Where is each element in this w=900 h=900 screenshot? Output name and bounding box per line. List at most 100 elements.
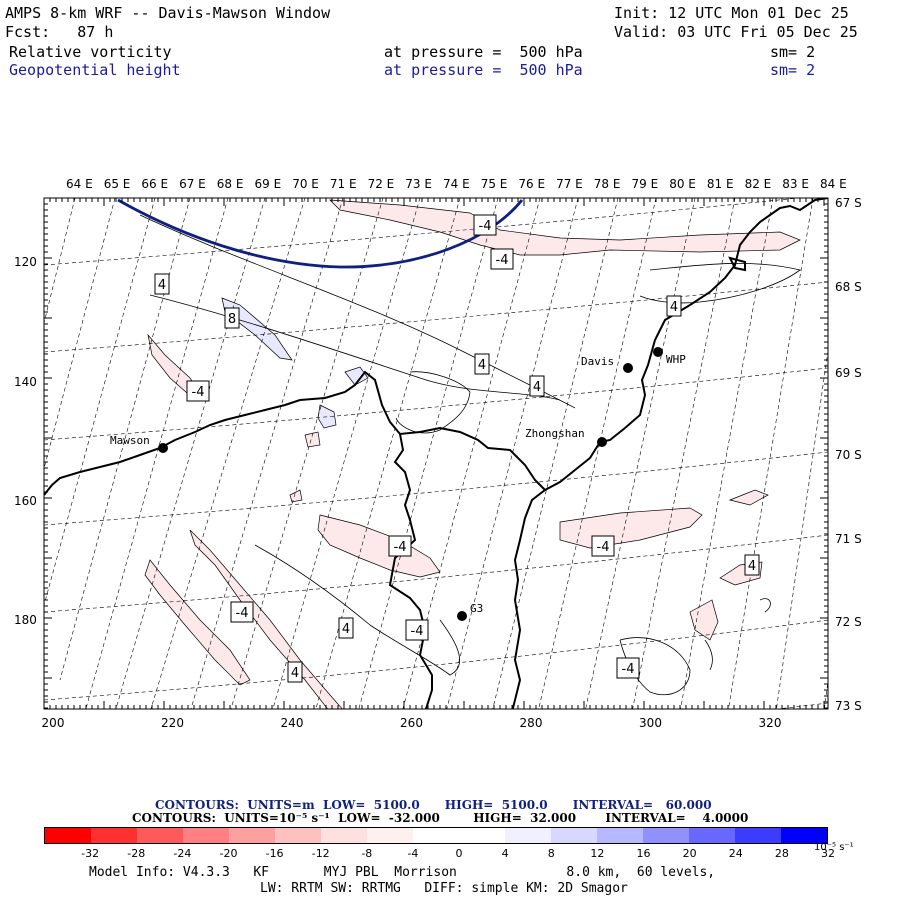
colorbar-swatch	[413, 828, 459, 843]
longitude-label: 77 E	[556, 177, 583, 191]
contour-label: 4	[287, 661, 303, 683]
x-tick-label: 220	[161, 716, 184, 730]
longitude-label: 80 E	[669, 177, 696, 191]
g3-station-dot	[457, 611, 467, 621]
colorbar-label: 28	[774, 847, 789, 860]
colorbar	[44, 827, 828, 844]
svg-text:4: 4	[478, 358, 486, 373]
longitude-label: 64 E	[66, 177, 93, 191]
vorticity-shading	[144, 199, 801, 709]
x-tick-label: 320	[759, 716, 782, 730]
colorbar-swatch	[689, 828, 735, 843]
svg-text:-4: -4	[479, 219, 492, 234]
svg-text:4: 4	[158, 278, 166, 293]
longitude-label: 73 E	[405, 177, 432, 191]
colorbar-label: -28	[127, 847, 146, 860]
latitude-label: 70 S	[835, 448, 862, 462]
longitude-label: 70 E	[292, 177, 319, 191]
field2-level: at pressure = 500 hPa	[384, 61, 583, 79]
latitude-label: 71 S	[835, 532, 862, 546]
field2-name: Geopotential height	[9, 61, 181, 79]
svg-text:-4: -4	[411, 624, 424, 639]
colorbar-label: 4	[501, 847, 509, 860]
field2-smoothing: sm= 2	[770, 61, 816, 79]
colorbar-label: -8	[361, 847, 373, 860]
longitude-label: 68 E	[217, 177, 244, 191]
longitude-label: 67 E	[179, 177, 206, 191]
colorbar-swatch	[597, 828, 643, 843]
graticule	[44, 198, 828, 709]
longitude-label: 76 E	[518, 177, 545, 191]
longitude-label: 78 E	[594, 177, 621, 191]
colorbar-swatch	[183, 828, 229, 843]
field1-name: Relative vorticity	[9, 43, 172, 61]
valid-time: Valid: 03 UTC Fri 05 Dec 25	[614, 23, 858, 41]
colorbar-swatch	[643, 828, 689, 843]
colorbar-label: -32	[81, 847, 100, 860]
coastline	[44, 198, 828, 709]
latitude-label: 73 S	[835, 699, 862, 713]
colorbar-swatch	[229, 828, 275, 843]
colorbar-swatch	[91, 828, 137, 843]
map-frame	[43, 197, 829, 710]
longitude-label: 82 E	[745, 177, 772, 191]
longitude-label: 74 E	[443, 177, 470, 191]
contour-label-boxes: -4 -4 4 8 -4 4 4 4 -4 -4 -4 4 4 -4 4 -4	[154, 214, 760, 683]
svg-text:-4: -4	[192, 385, 205, 400]
vorticity-contour-info: CONTOURS: UNITS=10⁻⁵ s⁻¹ LOW= -32.000 HI…	[132, 811, 749, 825]
svg-text:-4: -4	[236, 606, 249, 621]
colorbar-swatch	[275, 828, 321, 843]
station-label: Zhongshan	[525, 427, 585, 440]
colorbar-swatch	[137, 828, 183, 843]
colorbar-label: -4	[407, 847, 419, 860]
y-tick-label: 180	[14, 613, 37, 627]
contour-label: -4	[591, 535, 615, 557]
x-tick-label: 260	[400, 716, 423, 730]
longitude-label: 69 E	[255, 177, 282, 191]
x-tick-label: 240	[281, 716, 304, 730]
colorbar-swatch	[321, 828, 367, 843]
field1-level: at pressure = 500 hPa	[384, 43, 583, 61]
latitude-label: 72 S	[835, 615, 862, 629]
svg-text:4: 4	[533, 380, 541, 395]
latitude-label: 67 S	[835, 196, 862, 210]
latitude-label: 69 S	[835, 366, 862, 380]
colorbar-swatch	[551, 828, 597, 843]
longitude-label: 84 E	[820, 177, 847, 191]
contour-label: 4	[744, 554, 760, 576]
x-tick-label: 300	[639, 716, 662, 730]
zhongshan-station-dot	[597, 437, 607, 447]
x-tick-label: 200	[42, 716, 65, 730]
svg-text:4: 4	[748, 559, 756, 574]
y-tick-label: 160	[14, 494, 37, 508]
longitude-label: 81 E	[707, 177, 734, 191]
longitude-label: 83 E	[782, 177, 809, 191]
longitude-label: 71 E	[330, 177, 357, 191]
colorbar-label: 20	[682, 847, 697, 860]
contour-label: -4	[473, 214, 497, 236]
latitude-label: 68 S	[835, 280, 862, 294]
svg-text:-4: -4	[622, 662, 635, 677]
vorticity-contours	[139, 214, 801, 696]
contour-label: -4	[490, 248, 514, 270]
colorbar-unit: 10⁻⁵ s⁻¹	[814, 842, 854, 853]
colorbar-label: -24	[173, 847, 192, 860]
svg-text:8: 8	[228, 312, 236, 327]
mawson-station-dot	[158, 443, 168, 453]
colorbar-label: 16	[636, 847, 651, 860]
colorbar-swatch	[459, 828, 505, 843]
davis-station-dot	[623, 363, 633, 373]
forecast-hour: Fcst: 87 h	[5, 23, 114, 41]
contour-label: -4	[230, 601, 254, 623]
model-info: Model Info: V4.3.3 KF MYJ PBL Morrison 8…	[89, 865, 716, 880]
contour-label: -4	[405, 619, 429, 641]
longitude-label: 79 E	[632, 177, 659, 191]
colorbar-swatch	[45, 828, 91, 843]
x-tick-label: 280	[520, 716, 543, 730]
contour-label: 4	[529, 375, 545, 397]
svg-text:-4: -4	[496, 253, 509, 268]
station-label: G3	[470, 602, 483, 615]
height-contour-info: CONTOURS: UNITS=m LOW= 5100.0 HIGH= 5100…	[155, 798, 712, 812]
svg-text:4: 4	[670, 300, 678, 315]
colorbar-label: 12	[590, 847, 605, 860]
